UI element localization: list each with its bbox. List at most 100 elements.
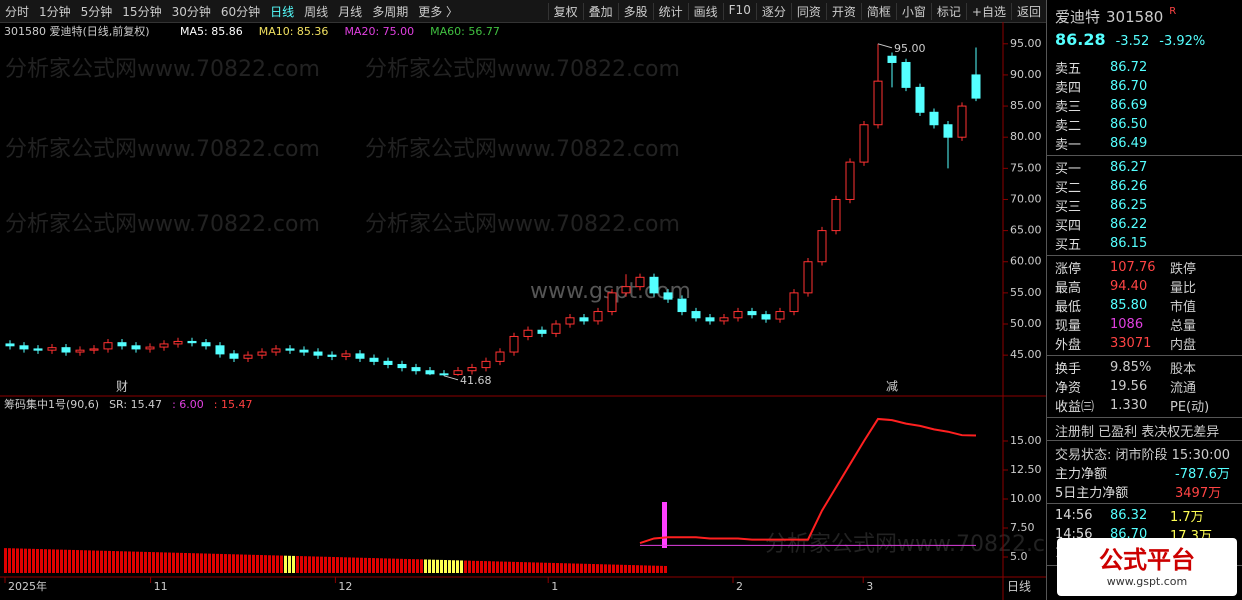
toolbar-item[interactable]: 15分钟 (122, 4, 162, 19)
candle-body (75, 349, 85, 353)
chip-bar (60, 549, 63, 573)
candle-body (775, 311, 785, 320)
chip-bar (252, 554, 255, 573)
toolbar-item[interactable]: 分时 (5, 4, 30, 19)
chip-bar (192, 553, 195, 573)
chip-bar (592, 564, 595, 573)
bid-row: 买三 86.25 (1047, 196, 1242, 215)
candle-body (747, 311, 757, 316)
period-label: 日线 (1007, 580, 1031, 594)
chip-bar (348, 557, 351, 573)
stat-row-cell: 9.85% (1110, 360, 1152, 375)
watermark: 分析家公式网www.70822.com (365, 57, 680, 82)
toolbar-button[interactable]: 简框 (860, 2, 896, 20)
toolbar-button[interactable]: 多股 (617, 2, 653, 20)
candle-body (859, 124, 869, 163)
toolbar-button[interactable]: 同资 (790, 2, 826, 20)
last-price: 86.28 (1055, 30, 1106, 49)
chip-bar (452, 560, 455, 573)
tick-row-cell: 14:56 (1055, 508, 1093, 523)
toolbar-button[interactable]: 统计 (652, 2, 688, 20)
toolbar-button[interactable]: 返回 (1010, 2, 1046, 20)
x-tick-label: 11 (154, 580, 168, 593)
chip-bar (536, 562, 539, 573)
candle-body (831, 198, 841, 232)
stat-row-cell: 85.80 (1110, 298, 1148, 313)
chip-bar (336, 557, 339, 573)
toolbar-item[interactable]: 日线 (270, 4, 295, 19)
section: 卖五 86.72 卖四 86.70 卖三 86.69 卖二 86.50 卖一 86.49 (1047, 56, 1242, 156)
chip-bar (612, 564, 615, 573)
toolbar-button[interactable]: 叠加 (582, 2, 618, 20)
chip-bar (368, 557, 371, 573)
toolbar-button[interactable]: 标记 (930, 2, 966, 20)
toolbar-button[interactable]: 开资 (825, 2, 861, 20)
candle-body (663, 292, 673, 300)
ask-row-cell: 卖四 (1055, 81, 1082, 96)
quote-header: 爱迪特 301580 R (1047, 0, 1242, 30)
indicator-label: MA10: 85.36 (259, 25, 329, 38)
toolbar-button[interactable]: 小窗 (895, 2, 931, 20)
candle-body (537, 329, 547, 334)
stat-row-cell: 最低 (1055, 300, 1082, 315)
toolbar-item[interactable]: 30分钟 (171, 4, 211, 19)
chip-bar (652, 565, 655, 573)
chip-bar (500, 561, 503, 573)
chip-bar (532, 562, 535, 573)
candle-body (215, 345, 225, 355)
status: 交易状态: 闭市阶段 15:30:00 (1055, 448, 1231, 463)
indicator-label: MA5: 85.86 (180, 25, 243, 38)
candle-body (761, 314, 771, 320)
toolbar-button[interactable]: 逐分 (755, 2, 791, 20)
chip-bar (4, 548, 7, 573)
candle-body (173, 340, 183, 345)
chip-bar (584, 563, 587, 573)
chip-bar (240, 554, 243, 573)
toolbar-button[interactable]: 复权 (547, 2, 583, 20)
flow-row-cell: -787.6万 (1175, 467, 1230, 482)
toolbar-button[interactable]: 画线 (687, 2, 723, 20)
chip-bar (472, 560, 475, 573)
toolbar-item[interactable]: 周线 (304, 4, 329, 19)
bid-row-cell: 86.26 (1110, 179, 1148, 194)
ask-row-cell: 86.50 (1110, 117, 1148, 132)
chip-bar (456, 560, 459, 573)
chip-bar (268, 555, 271, 573)
toolbar-button[interactable]: +自选 (965, 2, 1011, 20)
candle-body (551, 323, 561, 334)
toolbar-item[interactable]: 1分钟 (39, 4, 71, 19)
watermark: 分析家公式网www.70822.com (5, 137, 320, 162)
candle-body (411, 367, 421, 372)
chip-bar (520, 562, 523, 573)
candle-body (131, 345, 141, 350)
toolbar-item[interactable]: 多周期 (372, 4, 409, 19)
toolbar-button[interactable]: F10 (722, 2, 756, 20)
chip-bar (280, 555, 283, 573)
chip-bar (404, 558, 407, 573)
chip-bar (352, 557, 355, 573)
chip-bar (356, 557, 359, 573)
ask-row: 卖一 86.49 (1047, 134, 1242, 153)
chip-bar (620, 564, 623, 573)
chip-bar (416, 559, 419, 573)
chip-bar (496, 561, 499, 573)
chip-bar (112, 551, 115, 573)
indicator-label: : 15.47 (214, 398, 253, 411)
annotation-leader (443, 375, 459, 381)
bid-row-cell: 买三 (1055, 200, 1082, 215)
candle-body (299, 349, 309, 353)
watermark: 分析家公式网www.70822.com (765, 532, 1046, 557)
stat-row: 最低 85.80 市值 (1047, 296, 1242, 315)
flow-row: 主力净额 -787.6万 (1047, 463, 1242, 482)
chip-bar (304, 556, 307, 573)
toolbar-item[interactable]: 更多 〉 (418, 4, 459, 19)
toolbar-item[interactable]: 月线 (338, 4, 363, 19)
chip-bar (264, 555, 267, 573)
toolbar-item[interactable]: 60分钟 (220, 4, 261, 19)
chip-bar (20, 548, 23, 573)
stat-row-cell: 涨停 (1055, 262, 1082, 277)
indicator-label: SR: 15.47 (109, 398, 162, 411)
chip-bar (448, 560, 451, 573)
ask-row-cell: 86.70 (1110, 79, 1148, 94)
toolbar-item[interactable]: 5分钟 (80, 4, 113, 19)
